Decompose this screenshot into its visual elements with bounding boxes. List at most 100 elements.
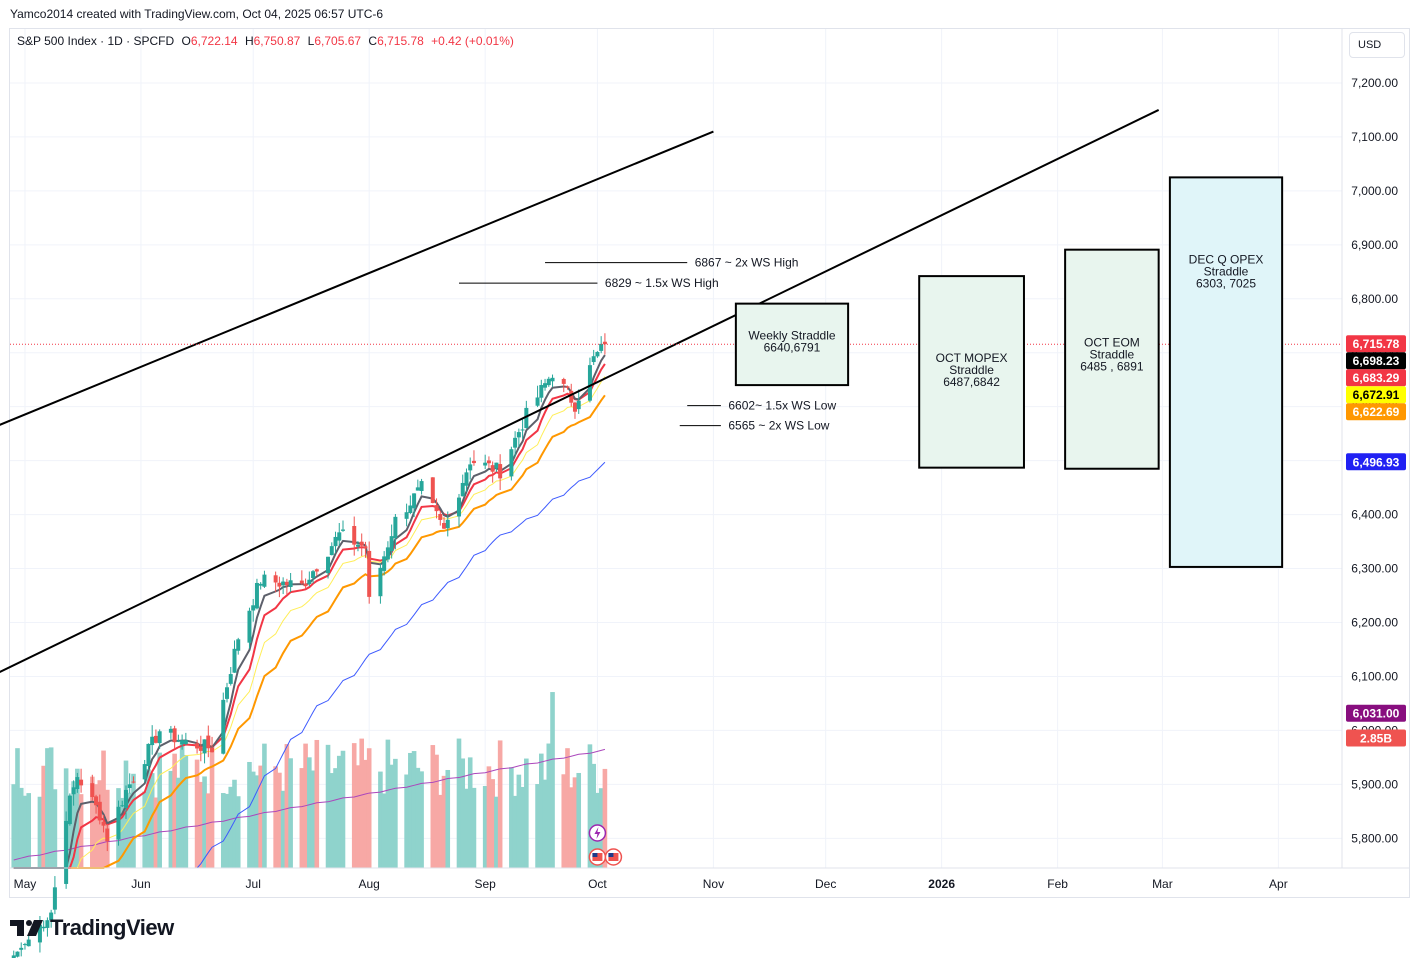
candle-body [591,356,596,363]
candle-body [228,674,233,684]
candle-body [120,805,125,807]
low-label: L [307,34,315,48]
volume-bar [176,777,181,868]
candle-body [569,390,574,403]
price-badge-label: 2.85B [1360,732,1392,746]
volume-bar [254,775,260,868]
candle-body [307,579,312,585]
straddle-box-label: OCT MOPEX [936,351,1008,365]
volume-bar [41,765,46,868]
time-tick-label: Dec [815,877,836,891]
candle-body [79,779,84,786]
candle-body [131,781,136,783]
volume-bar [509,767,514,868]
annotation-label: 6867 ~ 2x WS High [695,256,799,270]
volume-bar [149,773,155,868]
volume-bar [602,768,608,868]
candle-body [483,462,488,466]
volume-bar [26,793,32,868]
candle-body [565,386,570,388]
candle-body [195,743,200,749]
candle-body [206,735,211,749]
candle-body [49,912,54,921]
candle-body [311,571,316,579]
volume-bar [587,744,593,868]
candle-body [146,743,151,767]
volume-bar [333,768,338,868]
price-badge [1346,704,1406,722]
candle-body [352,526,357,545]
close-label: C [368,34,378,48]
straddle-box [918,275,1025,469]
open-value: 6,722.14 [190,34,238,48]
volume-bar [206,793,211,868]
price-tick-label: 6,800.00 [1351,292,1398,306]
price-badge [1346,386,1406,404]
volume-bar [307,757,312,868]
candle-body [97,801,102,821]
volume-bar [363,759,368,868]
candle-body [378,567,383,597]
straddle-box-label: Weekly Straddle [748,329,835,343]
volume-bar [565,748,570,868]
price-tick-label: 6,100.00 [1351,669,1398,683]
candle-body [232,648,237,673]
us-flag-canton [608,853,614,857]
candle-body [355,544,360,547]
candle-body [101,821,106,826]
time-tick-label: 2026 [928,877,955,891]
candle-body [561,379,566,384]
time-tick-label: Mar [1152,877,1173,891]
candle-body [367,550,372,597]
volume-bar [273,766,278,868]
candle-body [543,383,548,388]
candle-body [550,377,555,382]
volume-bar [67,794,73,868]
straddle-box-label: 6487,6842 [943,375,1000,389]
price-tick-label: 6,900.00 [1351,238,1398,252]
volume-bar [52,789,58,868]
candle-body [602,341,607,345]
candle-body [404,512,409,519]
annotation-label: 6565 ~ 2x WS Low [728,419,829,433]
price-badge-label: 6,496.93 [1353,455,1400,469]
volume-bar [351,743,357,868]
volume-bar [194,759,200,868]
candle-body [498,464,503,479]
price-tick-label: 7,000.00 [1351,184,1398,198]
time-tick-label: Sep [475,877,497,891]
candle-body [90,783,95,798]
straddle-box-label: DEC Q OPEX [1189,252,1264,266]
candle-body [385,547,390,560]
price-badge-label: 6,683.29 [1353,371,1400,385]
candles [11,333,607,958]
candle-body [22,944,27,946]
tradingview-logo[interactable]: TradingView [10,915,174,941]
currency-button[interactable]: USD [1349,32,1405,58]
candle-body [516,432,521,438]
candle-body [284,581,289,586]
annotation-label: 6829 ~ 1.5x WS High [605,276,719,290]
price-tick-label: 7,200.00 [1351,76,1398,90]
event-icons [588,824,623,866]
chart-caption: Yamco2014 created with TradingView.com, … [10,7,384,21]
price-badge [1346,369,1406,387]
candle-body [26,939,31,947]
price-badge-label: 6,698.23 [1353,354,1400,368]
price-tick-label: 5,900.00 [1351,777,1398,791]
straddle-box-label: OCT EOM [1084,336,1140,350]
candle-body [490,465,495,472]
candle-body [288,580,293,587]
price-badges: 6,715.78 6,698.23 6,683.29 6,672.91 6,622.69… [1346,335,1406,747]
volume-bar [157,752,162,868]
candle-body [116,806,121,840]
volume-bar [467,757,473,868]
candle-body [123,789,128,808]
candle-body [71,787,76,795]
close-value: 6,715.78 [377,34,424,48]
volume-bar [11,784,17,868]
volume-bar [179,742,185,868]
price-tick-label: 6,200.00 [1351,616,1398,630]
